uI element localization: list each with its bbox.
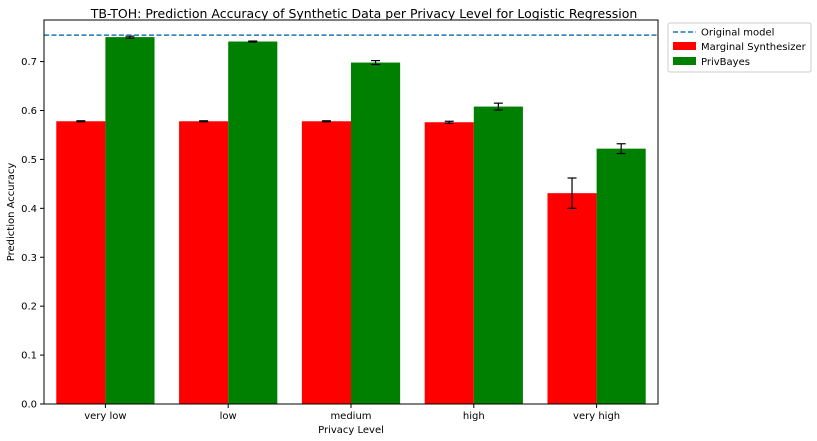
legend-label-original-model: Original model [701, 28, 774, 39]
legend-frame [667, 22, 812, 73]
x-tick-label-high: high [463, 411, 485, 422]
error-bar-marginal-synthesizer-high [444, 120, 454, 124]
bar-marginal-synthesizer-very-low [56, 121, 106, 404]
bar-privbayes-very-low [105, 37, 155, 405]
x-tick-label-medium: medium [330, 411, 371, 422]
bar-privbayes-medium [351, 62, 401, 405]
error-bar-privbayes-low [248, 40, 258, 43]
y-tick-label: 0.6 [21, 106, 37, 117]
legend-swatch-marginal-synthesizer [673, 42, 696, 50]
legend-label-privbayes: PrivBayes [701, 57, 750, 68]
y-tick-label: 0.5 [21, 155, 37, 166]
bar-marginal-synthesizer-high [424, 122, 474, 405]
x-tick-label-very-low: very low [84, 411, 126, 422]
y-tick-label: 0.7 [21, 57, 37, 68]
chart-title: TB-TOH: Prediction Accuracy of Synthetic… [90, 6, 638, 21]
error-bar-marginal-synthesizer-very-low [76, 120, 86, 123]
error-bar-privbayes-very-high [616, 143, 626, 155]
error-bar-marginal-synthesizer-low [199, 120, 209, 123]
y-axis: 0.0 0.1 0.2 0.3 0.4 0.5 0.6 0.7 [21, 57, 44, 411]
error-bar-privbayes-very-low [125, 35, 135, 39]
y-axis-label: Prediction Accuracy [6, 163, 17, 262]
x-tick-label-very-high: very high [573, 411, 620, 422]
legend-label-marginal-synthesizer: Marginal Synthesizer [701, 42, 807, 53]
x-tick-label-low: low [220, 411, 237, 422]
y-tick-label: 0.3 [21, 253, 37, 264]
legend-swatch-privbayes [673, 57, 696, 65]
bar-marginal-synthesizer-very-high [547, 193, 597, 404]
legend: Original model Marginal Synthesizer Priv… [667, 22, 812, 73]
error-bar-privbayes-medium [371, 59, 381, 66]
bar-marginal-synthesizer-medium [301, 121, 351, 404]
error-bar-marginal-synthesizer-medium [321, 120, 331, 123]
error-bar-privbayes-high [493, 102, 503, 111]
y-tick-label: 0.0 [21, 400, 37, 411]
plot-area [44, 34, 658, 405]
bar-privbayes-high [473, 106, 523, 404]
error-bar-marginal-synthesizer-very-high [567, 177, 577, 209]
bar-privbayes-low [228, 41, 278, 405]
bar-marginal-synthesizer-low [179, 121, 229, 404]
y-tick-label: 0.2 [21, 302, 37, 313]
x-axis: very low low medium high very high [84, 404, 620, 422]
y-tick-label: 0.1 [21, 351, 37, 362]
bar-privbayes-very-high [596, 148, 646, 404]
y-tick-label: 0.4 [21, 204, 37, 215]
x-axis-label: Privacy Level [318, 425, 384, 436]
